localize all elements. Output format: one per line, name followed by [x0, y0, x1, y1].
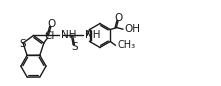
- Text: O: O: [47, 19, 55, 29]
- Text: NH: NH: [61, 31, 76, 41]
- Text: S: S: [71, 42, 78, 52]
- Text: CH₃: CH₃: [118, 40, 136, 50]
- Text: S: S: [19, 39, 26, 49]
- Text: Cl: Cl: [45, 31, 55, 41]
- Text: NH: NH: [85, 31, 100, 41]
- Text: OH: OH: [125, 24, 141, 34]
- Text: O: O: [114, 13, 123, 23]
